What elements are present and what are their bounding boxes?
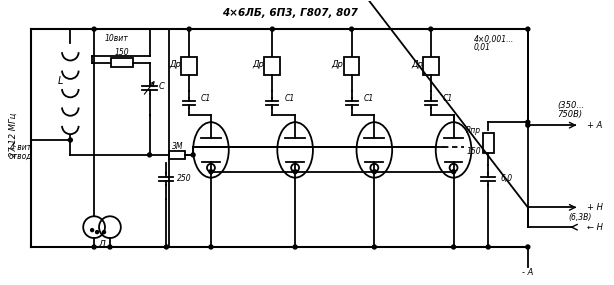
Text: 4 вит: 4 вит: [10, 143, 31, 152]
Text: 750В): 750В): [558, 110, 583, 119]
Circle shape: [92, 27, 96, 31]
Text: L: L: [58, 76, 63, 86]
Text: Др: Др: [332, 60, 344, 69]
Circle shape: [91, 229, 93, 232]
Text: + A: + A: [587, 121, 602, 130]
Text: (350...: (350...: [558, 101, 585, 110]
Text: C: C: [158, 82, 165, 91]
Circle shape: [92, 245, 96, 249]
Bar: [265, 57, 280, 75]
Circle shape: [191, 153, 195, 157]
Circle shape: [209, 245, 213, 249]
Circle shape: [293, 170, 297, 174]
Bar: [181, 57, 197, 75]
Text: Др: Др: [411, 60, 423, 69]
Bar: [483, 133, 494, 153]
Circle shape: [209, 170, 213, 174]
Text: 150: 150: [114, 48, 129, 57]
Text: Л: Л: [99, 241, 106, 249]
Circle shape: [451, 245, 456, 249]
Circle shape: [526, 245, 530, 249]
Circle shape: [165, 245, 168, 249]
Circle shape: [372, 245, 376, 249]
Text: + Н: + Н: [587, 203, 603, 212]
Text: 10вит: 10вит: [105, 34, 129, 42]
Text: C1: C1: [284, 94, 295, 103]
Text: C1: C1: [443, 94, 453, 103]
Circle shape: [96, 231, 99, 234]
Circle shape: [451, 170, 456, 174]
Bar: [423, 57, 439, 75]
Text: 0,01: 0,01: [473, 43, 491, 52]
Circle shape: [270, 27, 274, 31]
Circle shape: [349, 27, 354, 31]
Text: 250: 250: [177, 174, 192, 183]
Bar: [344, 57, 359, 75]
Text: 4×6ЛБ, 6П3, Г807, 807: 4×6ЛБ, 6П3, Г807, 807: [222, 8, 358, 18]
Circle shape: [526, 120, 530, 124]
Bar: [111, 58, 133, 67]
Circle shape: [147, 153, 152, 157]
Circle shape: [486, 245, 490, 249]
Text: Др: Др: [252, 60, 265, 69]
Circle shape: [108, 245, 112, 249]
Circle shape: [526, 27, 530, 31]
Text: отвод: отвод: [9, 152, 33, 161]
Circle shape: [187, 27, 191, 31]
Text: 27,12 МГц: 27,12 МГц: [9, 113, 17, 157]
Circle shape: [429, 27, 433, 31]
Bar: [169, 151, 185, 159]
Circle shape: [293, 245, 297, 249]
Text: 150: 150: [467, 147, 481, 156]
Text: C1: C1: [363, 94, 374, 103]
Text: 6,0: 6,0: [500, 174, 512, 183]
Text: Др: Др: [169, 60, 181, 69]
Circle shape: [68, 138, 72, 142]
Text: 3М: 3М: [171, 142, 183, 151]
Circle shape: [103, 231, 106, 234]
Text: - A: - A: [522, 268, 534, 277]
Circle shape: [372, 170, 376, 174]
Text: (6,3В): (6,3В): [569, 213, 592, 222]
Text: Rпр: Rпр: [466, 126, 481, 135]
Circle shape: [526, 123, 530, 127]
Text: 4×0,001...: 4×0,001...: [473, 34, 514, 44]
Text: ← Н: ← Н: [587, 223, 603, 232]
Text: C1: C1: [201, 94, 211, 103]
